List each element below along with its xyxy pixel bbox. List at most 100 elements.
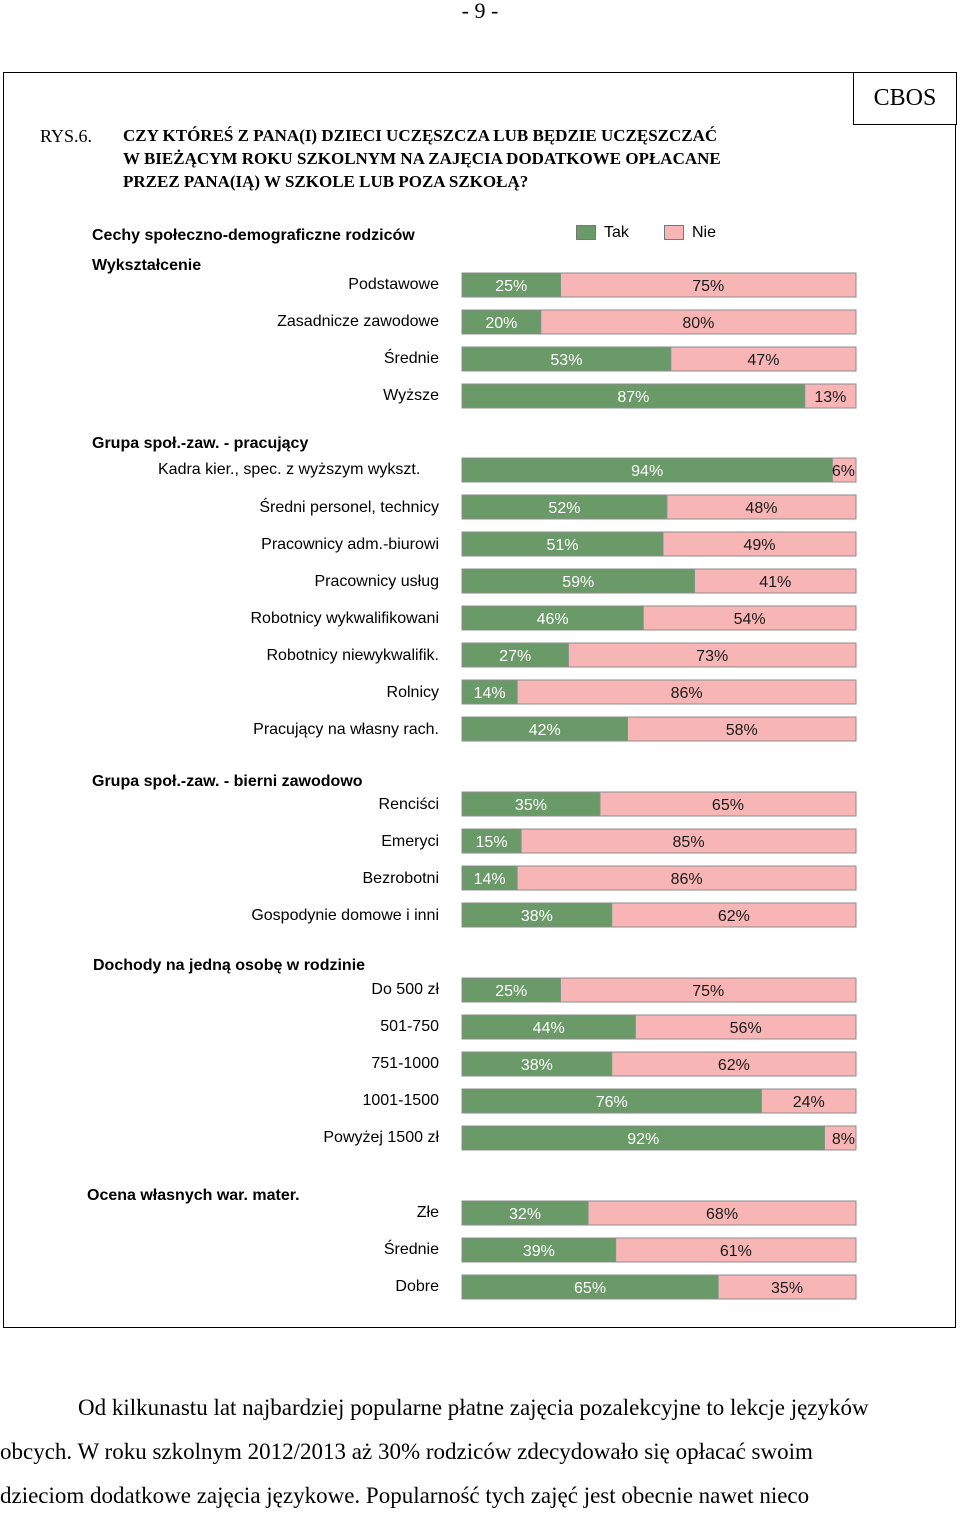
data-label-nie: 62% xyxy=(718,1057,750,1074)
data-label-nie: 54% xyxy=(734,611,766,628)
bar-segment-tak xyxy=(461,1088,762,1114)
legend-nie-swatch xyxy=(664,225,684,241)
group-subtitle-employed: Kadra kier., spec. z wyższym wykszt. xyxy=(158,461,421,478)
row-label: Do 500 zł xyxy=(371,981,439,998)
data-label-tak: 38% xyxy=(521,1057,553,1074)
bar-segment-tak xyxy=(461,1274,719,1300)
data-label-nie: 68% xyxy=(706,1206,738,1223)
bar-segment-nie xyxy=(540,309,857,335)
data-label-tak: 52% xyxy=(548,500,580,517)
bar-segment-tak xyxy=(461,272,561,298)
data-label-tak: 51% xyxy=(546,537,578,554)
data-label-tak: 87% xyxy=(617,389,649,406)
data-label-tak: 59% xyxy=(562,574,594,591)
legend-nie-label: Nie xyxy=(692,224,717,241)
data-label-tak: 20% xyxy=(485,315,517,332)
group-title-material: Ocena własnych war. mater. xyxy=(87,1187,300,1204)
data-label-nie: 8% xyxy=(832,1131,855,1148)
row-label: Pracownicy adm.-biurowi xyxy=(261,536,439,553)
bar-segment-nie xyxy=(587,1200,857,1226)
data-label-nie: 61% xyxy=(720,1243,752,1260)
bar-segment-nie xyxy=(560,977,857,1003)
data-label-tak: 44% xyxy=(533,1020,565,1037)
data-label-tak: 25% xyxy=(495,278,527,295)
data-label-nie: 47% xyxy=(747,352,779,369)
bar-segment-nie xyxy=(642,605,857,631)
data-label-tak: 38% xyxy=(521,908,553,925)
bar-segment-tak xyxy=(461,902,613,928)
data-label-tak: 14% xyxy=(474,871,506,888)
bar-segment-tak xyxy=(461,1051,613,1077)
bar-segment-nie xyxy=(520,828,857,854)
group-title-income: Dochody na jedną osobę w rodzinie xyxy=(93,957,366,974)
data-label-tak: 39% xyxy=(523,1243,555,1260)
row-label: Średnie xyxy=(383,350,439,367)
bar-segment-nie xyxy=(516,679,857,705)
figure-label: RYS.6. xyxy=(40,126,93,146)
question-line-3: PRZEZ PANA(IĄ) W SZKOLE LUB POZA SZKOŁĄ? xyxy=(123,172,529,191)
bar-segment-nie xyxy=(615,1237,857,1263)
bar-segment-nie xyxy=(823,1125,857,1151)
row-label: Pracujący na własny rach. xyxy=(253,721,439,738)
figure-frame xyxy=(3,72,956,1328)
bar-segment-tak xyxy=(461,1125,825,1151)
bar-segment-nie xyxy=(670,346,857,372)
chart-header: Cechy społeczno-demograficzne rodziców xyxy=(92,227,415,244)
data-label-tak: 65% xyxy=(574,1280,606,1297)
bar-segment-nie xyxy=(804,383,857,409)
bar-segment-nie xyxy=(560,272,857,298)
bar-segment-nie xyxy=(516,865,857,891)
data-label-nie: 41% xyxy=(759,574,791,591)
data-label-tak: 25% xyxy=(495,983,527,1000)
bar-segment-nie xyxy=(634,1014,857,1040)
bar-segment-tak xyxy=(461,1200,589,1226)
row-label: Podstawowe xyxy=(348,276,439,293)
row-label: Pracownicy usług xyxy=(314,573,440,590)
row-label: 1001-1500 xyxy=(362,1092,439,1109)
data-label-nie: 73% xyxy=(696,648,728,665)
legend-nie: Nie xyxy=(664,224,716,242)
row-label: Emeryci xyxy=(381,833,439,850)
data-label-tak: 42% xyxy=(529,722,561,739)
data-label-tak: 46% xyxy=(537,611,569,628)
question-line-2: W BIEŻĄCYM ROKU SZKOLNYM NA ZAJĘCIA DODA… xyxy=(123,149,721,168)
row-label: Dobre xyxy=(395,1278,439,1295)
source-label: CBOS xyxy=(853,72,957,125)
data-label-tak: 14% xyxy=(474,685,506,702)
data-label-tak: 94% xyxy=(631,463,663,480)
data-label-nie: 13% xyxy=(814,389,846,406)
bar-segment-tak xyxy=(461,865,518,891)
group-title-education: Wykształcenie xyxy=(92,257,202,274)
bar-segment-nie xyxy=(693,568,857,594)
data-label-nie: 24% xyxy=(793,1094,825,1111)
data-label-tak: 27% xyxy=(499,648,531,665)
bar-segment-tak xyxy=(461,791,601,817)
body-paragraph: Od kilkunastu lat najbardziej popularne … xyxy=(0,1386,960,1518)
row-label: Robotnicy niewykwalifik. xyxy=(266,647,439,664)
bar-segment-tak xyxy=(461,716,628,742)
row-label: Rolnicy xyxy=(386,684,439,701)
row-label: Średni personel, technicy xyxy=(259,499,439,516)
data-label-nie: 6% xyxy=(832,463,855,480)
data-label-nie: 86% xyxy=(671,685,703,702)
group-title-inactive: Grupa społ.-zaw. - bierni zawodowo xyxy=(92,773,363,790)
bar-segment-nie xyxy=(611,1051,857,1077)
row-label: 751-1000 xyxy=(371,1055,439,1072)
bar-segment-tak xyxy=(461,828,522,854)
bar-segment-tak xyxy=(461,568,695,594)
data-label-nie: 49% xyxy=(743,537,775,554)
bar-segment-nie xyxy=(760,1088,857,1114)
body-line-1: Od kilkunastu lat najbardziej popularne … xyxy=(78,1395,869,1420)
bar-segment-tak xyxy=(461,346,672,372)
bar-segment-nie xyxy=(611,902,857,928)
bar-segment-tak xyxy=(461,1237,617,1263)
data-label-nie: 58% xyxy=(726,722,758,739)
group-title-employed: Grupa społ.-zaw. - pracujący xyxy=(92,435,309,452)
data-label-nie: 75% xyxy=(692,278,724,295)
row-label: Renciści xyxy=(378,796,439,813)
data-label-nie: 56% xyxy=(730,1020,762,1037)
legend-tak-label: Tak xyxy=(604,224,629,241)
row-label: Powyżej 1500 zł xyxy=(323,1129,439,1146)
data-label-nie: 85% xyxy=(673,834,705,851)
bar-segment-nie xyxy=(662,531,857,557)
